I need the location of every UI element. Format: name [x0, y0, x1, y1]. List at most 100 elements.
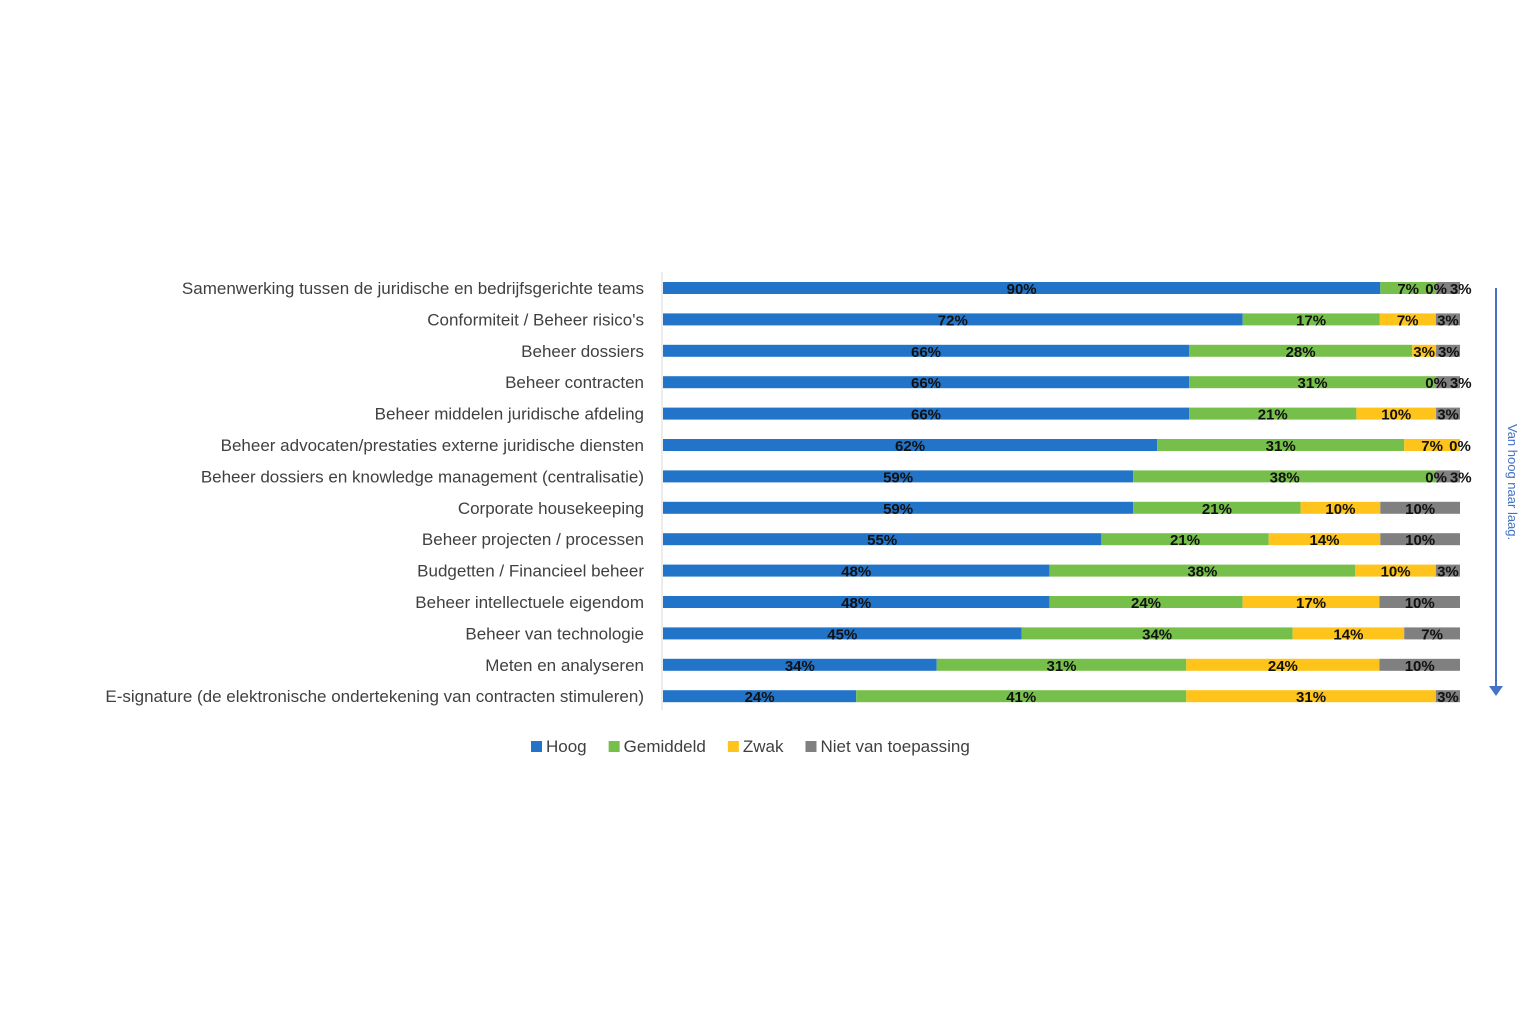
- bar-segment-hoog: [663, 564, 1050, 577]
- bar-segment-hoog: [663, 470, 1134, 483]
- data-label: 0%: [1425, 281, 1447, 298]
- legend-swatch: [727, 741, 739, 752]
- category-label: Conformiteit / Beheer risico's: [427, 310, 644, 329]
- bar-segment-zwak: [1412, 344, 1437, 357]
- bar-segment-zwak: [1300, 501, 1381, 514]
- data-label: 0%: [1425, 375, 1447, 392]
- category-label: Budgetten / Financieel beheer: [417, 562, 644, 581]
- category-label: Beheer middelen juridische afdeling: [375, 405, 644, 424]
- data-label: 10%: [1405, 595, 1435, 612]
- bar-segment-hoog: [663, 407, 1190, 420]
- bar-segment-zwak: [1242, 596, 1380, 608]
- category-label: Samenwerking tussen de juridische en bed…: [182, 279, 644, 298]
- bar-segment-gemiddeld: [1242, 313, 1380, 326]
- category-label: Beheer van technologie: [465, 624, 644, 643]
- bar-segment-hoog: [663, 439, 1158, 451]
- data-label: 21%: [1258, 407, 1288, 424]
- bar-segment-zwak: [1355, 564, 1436, 577]
- bar-segment-hoog: [663, 596, 1050, 608]
- bar-segment-gemiddeld: [1189, 344, 1413, 357]
- data-label: 62%: [895, 438, 925, 455]
- bar-segment-niet-van-toepassing: [1436, 376, 1460, 389]
- bar-segment-niet-van-toepassing: [1379, 596, 1460, 608]
- legend-label: Niet van toepassing: [820, 737, 969, 756]
- bar-segment-niet-van-toepassing: [1380, 501, 1460, 514]
- data-label: 10%: [1381, 407, 1411, 424]
- bar-segment-gemiddeld: [1380, 282, 1437, 294]
- data-label: 7%: [1397, 281, 1419, 298]
- data-label: 3%: [1437, 407, 1459, 424]
- data-label: 34%: [785, 658, 815, 675]
- bar-segment-niet-van-toepassing: [1435, 313, 1460, 326]
- data-label: 59%: [883, 501, 913, 518]
- bar-segment-niet-van-toepassing: [1436, 407, 1460, 420]
- data-label: 66%: [911, 375, 941, 392]
- bar-segment-niet-van-toepassing: [1436, 282, 1460, 294]
- bar-segment-gemiddeld: [1189, 407, 1357, 420]
- bar-segment-niet-van-toepassing: [1379, 658, 1460, 671]
- data-label: 3%: [1450, 469, 1472, 486]
- sort-order-label: Van hoog naar laag.: [1505, 424, 1520, 540]
- data-label: 55%: [867, 532, 897, 549]
- data-label: 3%: [1413, 344, 1435, 361]
- category-label: Beheer advocaten/prestaties externe juri…: [221, 436, 644, 455]
- data-label: 7%: [1421, 626, 1443, 643]
- data-label: 21%: [1170, 532, 1200, 549]
- legend-label: Zwak: [743, 737, 784, 756]
- data-label: 0%: [1425, 469, 1447, 486]
- data-label: 3%: [1437, 564, 1459, 581]
- data-label: 31%: [1046, 658, 1076, 675]
- bar-segment-gemiddeld: [1049, 564, 1356, 577]
- category-label: E-signature (de elektronische onderteken…: [105, 687, 644, 706]
- bar-segment-gemiddeld: [936, 658, 1187, 671]
- bar-segment-hoog: [663, 282, 1381, 294]
- data-label: 66%: [911, 344, 941, 361]
- data-label: 3%: [1437, 312, 1459, 329]
- data-label: 3%: [1450, 375, 1472, 392]
- category-label: Beheer dossiers en knowledge management …: [201, 467, 644, 486]
- data-label: 7%: [1421, 438, 1443, 455]
- category-label: Beheer projecten / processen: [422, 530, 644, 549]
- data-label: 17%: [1296, 595, 1326, 612]
- bar-segment-niet-van-toepassing: [1435, 564, 1460, 577]
- data-label: 31%: [1296, 689, 1326, 706]
- data-label: 24%: [1268, 658, 1298, 675]
- data-label: 34%: [1142, 626, 1172, 643]
- category-label: Beheer dossiers: [521, 342, 644, 361]
- data-label: 14%: [1309, 532, 1339, 549]
- data-label: 72%: [938, 312, 968, 329]
- legend-swatch: [805, 741, 817, 752]
- bar-segment-gemiddeld: [1049, 596, 1243, 608]
- bar-segment-gemiddeld: [1101, 533, 1269, 546]
- data-label: 66%: [911, 407, 941, 424]
- bar-segment-zwak: [1379, 313, 1436, 326]
- data-label: 3%: [1438, 344, 1460, 361]
- bar-segment-gemiddeld: [1133, 501, 1301, 514]
- data-label: 90%: [1007, 281, 1037, 298]
- data-label: 48%: [841, 564, 871, 581]
- data-label: 10%: [1381, 564, 1411, 581]
- data-label: 38%: [1270, 469, 1300, 486]
- bar-segment-niet-van-toepassing: [1435, 690, 1460, 703]
- bar-segment-hoog: [663, 344, 1190, 357]
- legend-label: Gemiddeld: [624, 737, 706, 756]
- data-label: 45%: [827, 626, 857, 643]
- bar-segment-hoog: [663, 533, 1102, 546]
- data-label: 24%: [745, 689, 775, 706]
- data-label: 10%: [1325, 501, 1355, 518]
- sort-order-annotation: Van hoog naar laag.: [1489, 288, 1520, 696]
- legend-label: Hoog: [546, 737, 587, 756]
- bar-segment-niet-van-toepassing: [1404, 627, 1460, 640]
- bar-segment-niet-van-toepassing: [1380, 533, 1460, 546]
- bar-segment-gemiddeld: [856, 690, 1187, 703]
- data-label: 41%: [1006, 689, 1036, 706]
- data-label: 7%: [1397, 312, 1419, 329]
- data-label: 0%: [1449, 438, 1471, 455]
- bar-segment-gemiddeld: [1133, 470, 1437, 483]
- data-label: 10%: [1405, 532, 1435, 549]
- data-label: 10%: [1405, 658, 1435, 675]
- bar-segment-hoog: [663, 376, 1190, 389]
- category-label: Beheer contracten: [505, 373, 644, 392]
- data-label: 21%: [1202, 501, 1232, 518]
